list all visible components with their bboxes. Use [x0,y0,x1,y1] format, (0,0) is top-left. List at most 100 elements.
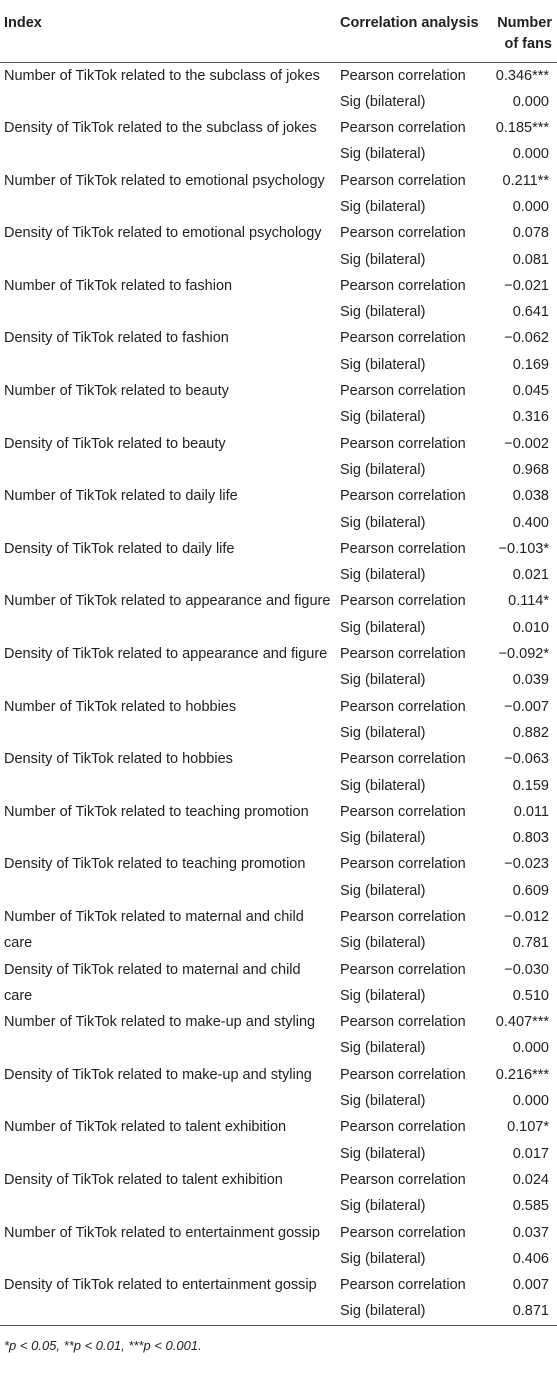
index-cell: Number of TikTok related to the subclass… [4,67,320,84]
correlation-table: Index Correlation analysis Number of fan… [0,0,557,1326]
table-row: Density of TikTok related to teaching pr… [0,851,557,877]
analysis-label-pearson: Pearson correlation [340,383,466,400]
analysis-label-pearson: Pearson correlation [340,1171,466,1188]
table-row: Density of TikTok related to daily life P… [0,536,557,562]
analysis-label-sig: Sig (bilateral) [340,93,426,110]
analysis-label-sig: Sig (bilateral) [340,1145,426,1162]
analysis-label-sig: Sig (bilateral) [340,777,426,794]
header-fans: Number of fans [483,0,557,63]
sig-value: 0.609 [512,882,549,899]
sig-value: 0.010 [512,619,549,636]
table-row: Number of TikTok related to talent exhib… [0,1114,557,1140]
sig-value: 0.081 [512,251,549,268]
table-row: Density of TikTok related to beauty Pears… [0,431,557,457]
table-row: Number of TikTok related to teaching pro… [0,799,557,825]
index-cell: Density of TikTok related to fashion [4,330,229,347]
table-row: Sig (bilateral) 0.000 [0,89,557,115]
analysis-label-pearson: Pearson correlation [340,698,466,715]
pearson-value: 0.011 [513,803,549,820]
table-row: Sig (bilateral) 0.871 [0,1298,557,1326]
analysis-label-pearson: Pearson correlation [340,67,466,84]
analysis-label-sig: Sig (bilateral) [340,514,426,531]
index-cell: Density of TikTok related to maternal an… [4,961,301,1004]
sig-value: 0.882 [512,724,549,741]
table-row: Sig (bilateral) 0.010 [0,615,557,641]
table-row: Number of TikTok related to maternal and… [0,904,557,951]
analysis-label-sig: Sig (bilateral) [340,251,426,268]
pearson-value: −0.063 [504,751,549,768]
analysis-label-pearson: Pearson correlation [340,330,466,347]
table-row: Density of TikTok related to appearance … [0,641,557,667]
index-cell: Density of TikTok related to daily life [4,540,235,557]
table-row: Density of TikTok related to hobbies Pear… [0,746,557,772]
table-row: Number of TikTok related to fashion Pears… [0,273,557,299]
pearson-value: 0.037 [512,1224,549,1241]
table-row: Sig (bilateral) 0.803 [0,825,557,851]
analysis-label-pearson: Pearson correlation [340,120,466,137]
table-row: Sig (bilateral) 0.159 [0,773,557,799]
table-row: Sig (bilateral) 0.585 [0,1193,557,1219]
analysis-label-sig: Sig (bilateral) [340,356,426,373]
analysis-label-sig: Sig (bilateral) [340,882,426,899]
table-row: Number of TikTok related to the subclass… [0,62,557,89]
analysis-label-sig: Sig (bilateral) [340,409,426,426]
analysis-label-pearson: Pearson correlation [340,1224,466,1241]
table-row: Sig (bilateral) 0.039 [0,667,557,693]
table-row: Sig (bilateral) 0.017 [0,1141,557,1167]
table-row: Number of TikTok related to beauty Pearso… [0,378,557,404]
analysis-label-pearson: Pearson correlation [340,277,466,294]
analysis-label-pearson: Pearson correlation [340,593,466,610]
pearson-value: −0.030 [504,961,549,978]
sig-value: 0.316 [512,409,549,426]
table-row: Sig (bilateral) 0.316 [0,404,557,430]
analysis-label-sig: Sig (bilateral) [340,1040,426,1057]
sig-value: 0.000 [512,146,549,163]
analysis-label-pearson: Pearson correlation [340,856,466,873]
pearson-value: 0.346*** [495,67,549,84]
pearson-value: 0.107* [507,1119,549,1136]
index-cell: Number of TikTok related to make-up and … [4,1014,316,1031]
table-row: Sig (bilateral) 0.169 [0,352,557,378]
index-cell: Density of TikTok related to hobbies [4,751,233,768]
analysis-label-sig: Sig (bilateral) [340,935,426,952]
pearson-value: −0.062 [504,330,549,347]
table-row: Sig (bilateral) 0.781 [0,930,557,956]
analysis-label-pearson: Pearson correlation [340,435,466,452]
table-row: Sig (bilateral) 0.882 [0,720,557,746]
index-cell: Number of TikTok related to entertainmen… [4,1224,320,1241]
header-row: Index Correlation analysis Number of fan… [0,0,557,63]
index-cell: Density of TikTok related to the subclas… [4,120,317,137]
sig-value: 0.406 [512,1250,549,1267]
analysis-label-pearson: Pearson correlation [340,1014,466,1031]
index-cell: Number of TikTok related to maternal and… [4,909,304,952]
analysis-label-pearson: Pearson correlation [340,909,466,925]
table-row: Number of TikTok related to hobbies Pears… [0,694,557,720]
sig-value: 0.021 [512,567,549,584]
sig-value: 0.039 [512,672,549,689]
pearson-value: 0.407*** [495,1014,549,1031]
analysis-label-pearson: Pearson correlation [340,225,466,242]
analysis-label-pearson: Pearson correlation [340,540,466,557]
analysis-label-sig: Sig (bilateral) [340,619,426,636]
index-cell: Number of TikTok related to beauty [4,383,229,400]
sig-value: 0.000 [512,93,549,110]
table-row: Number of TikTok related to make-up and … [0,1009,557,1035]
header-analysis: Correlation analysis [336,0,483,63]
index-cell: Density of TikTok related to entertainme… [0,1272,336,1326]
table-row: Sig (bilateral) 0.000 [0,141,557,167]
table-row: Sig (bilateral) 0.641 [0,299,557,325]
sig-value: 0.510 [512,987,549,1004]
index-cell: Number of TikTok related to fashion [4,277,233,294]
pearson-value: −0.023 [504,856,549,873]
sig-value: 0.000 [512,198,549,215]
analysis-label-sig: Sig (bilateral) [340,146,426,163]
table-row: Density of TikTok related to fashion Pear… [0,325,557,351]
index-cell: Number of TikTok related to emotional ps… [4,172,325,189]
table-row: Sig (bilateral) 0.000 [0,1035,557,1061]
table-row: Number of TikTok related to daily life Pe… [0,483,557,509]
analysis-label-sig: Sig (bilateral) [340,987,426,1004]
table-row: Number of TikTok related to appearance a… [0,588,557,614]
pearson-value: 0.045 [512,383,549,400]
analysis-label-pearson: Pearson correlation [340,172,466,189]
analysis-label-pearson: Pearson correlation [340,803,466,820]
